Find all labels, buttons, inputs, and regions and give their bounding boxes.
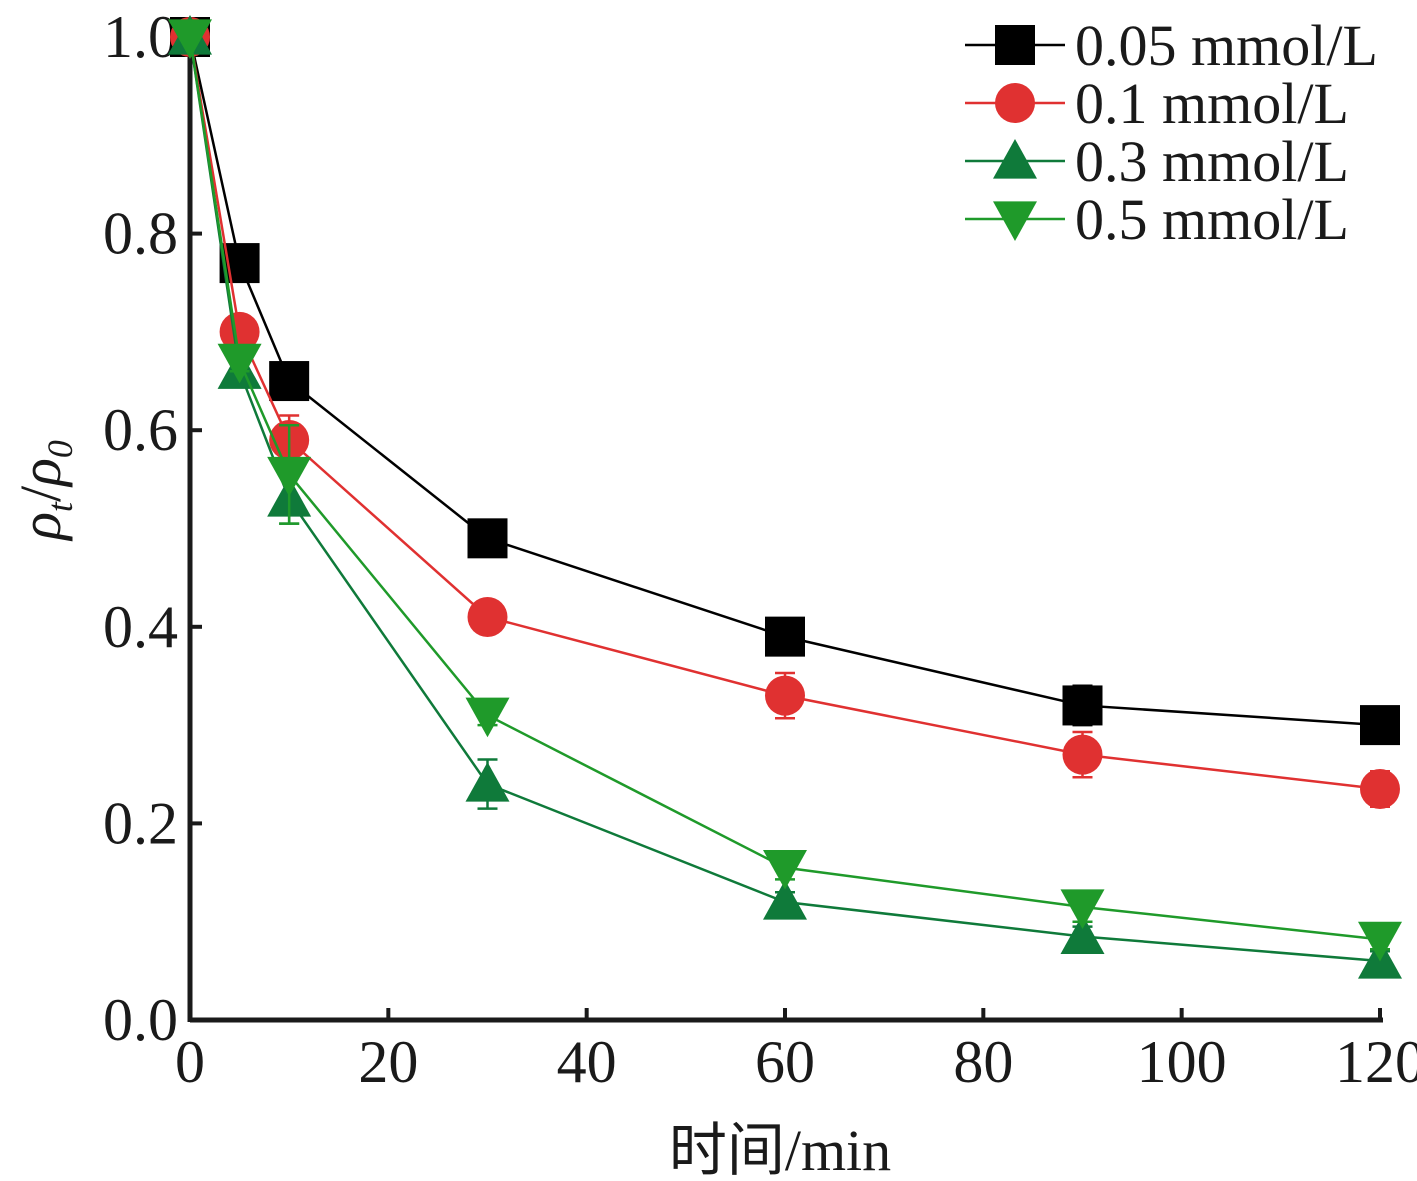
axes: 0 20 40 60 80 100 120 0.0 0.2 0.4 0.6 0.8 1.0	[103, 4, 1417, 1095]
x-tick-label: 80	[953, 1029, 1013, 1095]
data-point	[217, 343, 262, 384]
y-tick-label: 0.8	[103, 201, 178, 267]
legend-label: 0.1 mmol/L	[1075, 71, 1349, 136]
legend-marker	[993, 139, 1037, 179]
series-layer	[168, 15, 1402, 979]
x-axis-label: 时间/min	[669, 1118, 891, 1181]
y-label-rho-0: ρ	[8, 458, 73, 488]
legend-item: 0.05 mmol/L	[965, 13, 1378, 78]
data-point	[267, 456, 312, 497]
x-tick-label: 20	[358, 1029, 418, 1095]
y-tick-label: 0.0	[103, 987, 178, 1053]
data-point	[1358, 921, 1402, 962]
y-tick-label: 1.0	[103, 4, 178, 70]
data-point	[465, 762, 510, 802]
data-point	[465, 697, 510, 738]
y-tick-label: 0.2	[103, 790, 178, 856]
data-point	[1062, 685, 1103, 726]
x-tick-label: 40	[557, 1029, 617, 1095]
data-point	[765, 616, 805, 657]
data-point	[1060, 914, 1105, 955]
legend-item: 0.5 mmol/L	[965, 187, 1349, 252]
y-axis-label: ρt/ρ0	[8, 440, 80, 542]
y-label-rho: ρ	[8, 512, 73, 542]
y-label-sub-t: t	[40, 501, 80, 512]
legend-label: 0.5 mmol/L	[1075, 187, 1349, 252]
data-point	[765, 675, 805, 716]
legend-label: 0.05 mmol/L	[1075, 13, 1378, 78]
data-point	[1360, 705, 1400, 746]
y-label-slash: /	[8, 485, 73, 502]
x-tick-label: 120	[1335, 1029, 1417, 1095]
data-point	[763, 880, 807, 920]
data-point	[1060, 889, 1105, 929]
y-label-sub-0: 0	[40, 440, 80, 458]
legend-item: 0.1 mmol/L	[965, 71, 1349, 136]
data-point	[763, 850, 807, 890]
legend-marker	[995, 25, 1035, 65]
x-tick-label: 60	[755, 1029, 815, 1095]
data-point	[168, 19, 212, 59]
data-point	[269, 361, 310, 402]
legend-item: 0.3 mmol/L	[965, 129, 1349, 194]
legend: 0.05 mmol/L0.1 mmol/L0.3 mmol/L0.5 mmol/…	[965, 13, 1378, 252]
legend-marker	[993, 201, 1037, 241]
x-tick-label: 0	[175, 1029, 205, 1095]
data-point	[1062, 734, 1103, 775]
data-point	[1360, 768, 1400, 809]
series-4	[168, 19, 1402, 962]
y-tick-label: 0.6	[103, 397, 178, 463]
x-tick-label: 100	[1137, 1029, 1227, 1095]
legend-marker	[995, 83, 1035, 123]
data-point	[467, 518, 508, 559]
y-tick-label: 0.4	[103, 594, 178, 660]
legend-label: 0.3 mmol/L	[1075, 129, 1349, 194]
data-point	[219, 311, 260, 352]
data-point	[467, 596, 508, 637]
